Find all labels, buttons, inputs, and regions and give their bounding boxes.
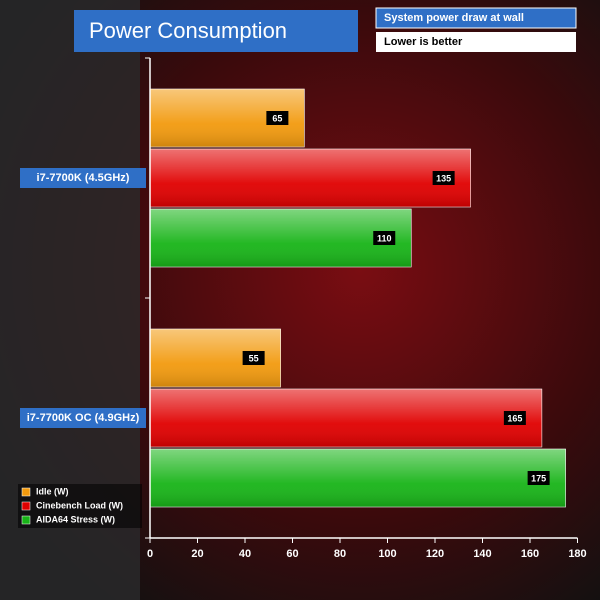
bar-shine bbox=[150, 389, 542, 447]
x-tick-label: 80 bbox=[334, 548, 346, 560]
legend-swatch bbox=[21, 515, 31, 525]
bar-shine bbox=[150, 149, 471, 207]
value-label-box bbox=[432, 171, 455, 185]
value-label: 135 bbox=[436, 173, 451, 183]
y-tick-label: i7-7700K OC (4.9GHz) bbox=[27, 412, 140, 424]
x-tick-label: 60 bbox=[286, 548, 298, 560]
x-tick-label: 40 bbox=[239, 548, 251, 560]
legend-swatch bbox=[21, 501, 31, 511]
x-tick-label: 100 bbox=[378, 548, 396, 560]
value-label-box bbox=[527, 471, 550, 485]
note-box bbox=[376, 32, 576, 52]
value-label: 65 bbox=[272, 113, 282, 123]
x-tick-label: 0 bbox=[147, 548, 153, 560]
value-label: 110 bbox=[377, 233, 392, 243]
value-label: 165 bbox=[507, 413, 522, 423]
legend-swatch bbox=[21, 487, 31, 497]
legend-label: Cinebench Load (W) bbox=[36, 500, 123, 510]
x-tick-label: 140 bbox=[473, 548, 491, 560]
value-label-box bbox=[242, 351, 265, 365]
legend-box bbox=[18, 484, 142, 528]
value-label: 175 bbox=[531, 473, 546, 483]
x-tick-label: 120 bbox=[426, 548, 444, 560]
value-label-box bbox=[373, 231, 396, 245]
subtitle-box bbox=[375, 7, 577, 29]
legend-label: AIDA64 Stress (W) bbox=[36, 514, 115, 524]
y-tick-label: i7-7700K (4.5GHz) bbox=[37, 172, 130, 184]
chart-title: Power Consumption bbox=[89, 18, 287, 43]
bar-shine bbox=[150, 209, 412, 267]
legend-label: Idle (W) bbox=[36, 486, 69, 496]
value-label-box bbox=[503, 411, 526, 425]
title-box bbox=[74, 10, 358, 52]
category-label-box bbox=[20, 168, 146, 188]
subtitle: System power draw at wall bbox=[384, 12, 524, 24]
x-tick-label: 160 bbox=[521, 548, 539, 560]
bar-shine bbox=[150, 449, 566, 507]
x-tick-label: 20 bbox=[191, 548, 203, 560]
x-tick-label: 180 bbox=[568, 548, 586, 560]
note: Lower is better bbox=[384, 36, 463, 48]
category-label-box bbox=[20, 408, 146, 428]
value-label-box bbox=[266, 111, 289, 125]
value-label: 55 bbox=[249, 353, 259, 363]
